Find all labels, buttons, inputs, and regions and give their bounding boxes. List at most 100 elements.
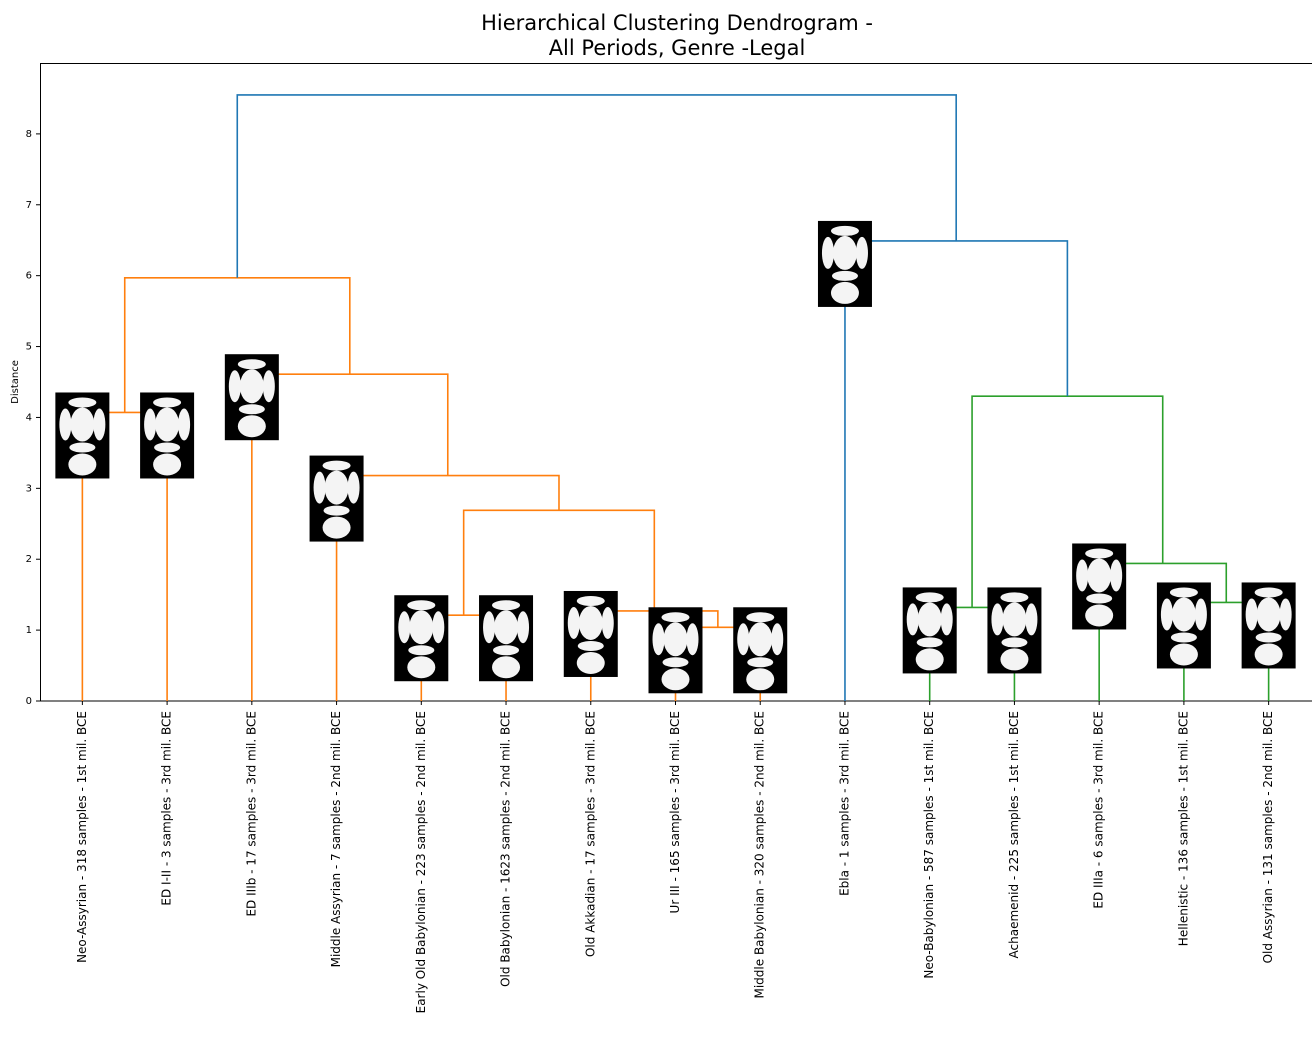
leaf-label: Middle Babylonian - 320 samples - 2nd mi… [753, 711, 767, 999]
thumb-shape [917, 637, 943, 647]
thumb-shape [1246, 598, 1258, 630]
thumb-shape [263, 370, 275, 402]
tablet-thumbnail [1072, 543, 1126, 629]
thumb-shape [323, 517, 351, 539]
thumb-shape [579, 606, 603, 640]
tablet-thumbnail [479, 595, 533, 681]
thumb-shape [856, 237, 868, 269]
thumb-shape [1280, 598, 1292, 630]
chart-title: Hierarchical Clustering Dendrogram - [481, 11, 873, 35]
leaf-label: Middle Assyrian - 7 samples - 2nd mil. B… [329, 711, 343, 967]
thumb-shape [407, 656, 435, 678]
thumb-shape [409, 610, 433, 644]
leaf-label: Achaemenid - 225 samples - 1st mil. BCE [1007, 711, 1021, 958]
leaf-label: ED IIIb - 17 samples - 3rd mil. BCE [244, 711, 258, 917]
thumb-shape [578, 641, 604, 651]
leaf-label: Hellenistic - 136 samples - 1st mil. BCE [1176, 711, 1190, 946]
leaf-label: ED I-II - 3 samples - 3rd mil. BCE [160, 711, 174, 906]
thumb-shape [1255, 587, 1283, 597]
thumb-shape [568, 607, 580, 639]
thumb-shape [408, 645, 434, 655]
thumb-shape [833, 236, 857, 270]
thumb-shape [907, 603, 919, 635]
thumb-shape [153, 397, 181, 407]
thumb-shape [1076, 559, 1088, 591]
thumb-shape [746, 612, 774, 622]
thumb-shape [155, 407, 179, 441]
thumb-shape [323, 461, 351, 471]
thumb-shape [154, 442, 180, 452]
thumb-shape [577, 652, 605, 674]
thumb-shape [1171, 632, 1197, 642]
thumb-shape [153, 453, 181, 475]
thumb-shape [771, 623, 783, 655]
leaf-label: Neo-Babylonian - 587 samples - 1st mil. … [922, 711, 936, 979]
thumb-shape [492, 656, 520, 678]
thumb-shape [1086, 593, 1112, 603]
thumb-shape [941, 603, 953, 635]
thumb-shape [832, 271, 858, 281]
thumb-shape [238, 359, 266, 369]
thumb-shape [687, 623, 699, 655]
thumb-shape [1000, 592, 1028, 602]
tablet-thumbnail [649, 607, 703, 693]
thumb-shape [831, 282, 859, 304]
thumb-shape [238, 415, 266, 437]
thumb-shape [432, 611, 444, 643]
tablet-thumbnail [225, 354, 279, 440]
tablet-thumbnail [903, 587, 957, 673]
thumb-shape [348, 472, 360, 504]
y-tick-label: 1 [26, 625, 32, 636]
thumb-shape [918, 602, 942, 636]
thumb-shape [663, 657, 689, 667]
y-tick-label: 4 [26, 412, 32, 423]
thumb-shape [1087, 558, 1111, 592]
thumb-shape [229, 370, 241, 402]
thumb-shape [991, 603, 1003, 635]
y-tick-label: 5 [26, 342, 32, 353]
thumb-shape [144, 408, 156, 440]
thumb-shape [1025, 603, 1037, 635]
thumb-shape [662, 668, 690, 690]
thumb-shape [239, 404, 265, 414]
y-tick-label: 0 [26, 696, 32, 707]
thumb-shape [1110, 559, 1122, 591]
tablet-thumbnail [1242, 582, 1296, 668]
leaf-label: Early Old Babylonian - 223 samples - 2nd… [414, 711, 428, 1013]
thumb-shape [93, 408, 105, 440]
tablet-thumbnail [818, 221, 872, 307]
thumb-shape [831, 226, 859, 236]
thumb-shape [517, 611, 529, 643]
thumb-shape [1170, 587, 1198, 597]
thumb-shape [1001, 637, 1027, 647]
thumb-shape [483, 611, 495, 643]
thumb-shape [602, 607, 614, 639]
thumb-shape [494, 610, 518, 644]
y-tick-label: 3 [26, 483, 32, 494]
thumb-shape [70, 407, 94, 441]
thumb-shape [662, 612, 690, 622]
y-tick-label: 7 [26, 200, 32, 211]
thumb-shape [1000, 648, 1028, 670]
thumb-shape [916, 592, 944, 602]
thumb-shape [737, 623, 749, 655]
tablet-thumbnail [55, 392, 109, 478]
thumb-shape [1161, 598, 1173, 630]
thumb-shape [1256, 632, 1282, 642]
tablet-thumbnail [987, 587, 1041, 673]
thumb-shape [822, 237, 834, 269]
thumb-shape [577, 596, 605, 606]
thumb-shape [664, 622, 688, 656]
leaf-label: Old Babylonian - 1623 samples - 2nd mil.… [499, 711, 513, 987]
tablet-thumbnail [733, 607, 787, 693]
leaf-label: Old Akkadian - 17 samples - 3rd mil. BCE [583, 711, 597, 957]
thumb-shape [1085, 604, 1113, 626]
leaf-label: Old Assyrian - 131 samples - 2nd mil. BC… [1261, 711, 1275, 963]
thumb-shape [68, 453, 96, 475]
thumb-shape [1255, 643, 1283, 665]
tablet-thumbnail [140, 392, 194, 478]
thumb-shape [398, 611, 410, 643]
thumb-shape [1257, 597, 1281, 631]
thumb-shape [240, 369, 264, 403]
